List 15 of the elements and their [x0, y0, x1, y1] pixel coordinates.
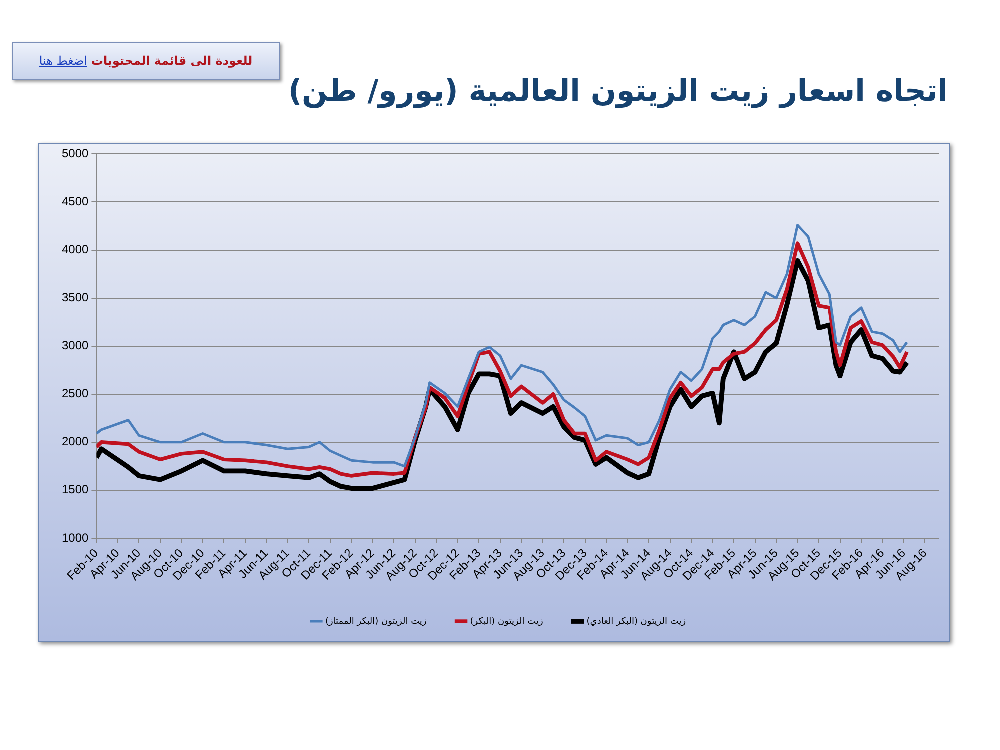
y-tick-label: 3500 [62, 290, 90, 305]
legend-label: زيت الزيتون (البكر) [470, 616, 544, 627]
y-tick-label: 2500 [62, 386, 90, 401]
y-tick-label: 2000 [62, 434, 90, 449]
y-tick-label: 1000 [62, 530, 90, 545]
text: للعودة الى قائمة المحتويات [91, 54, 253, 68]
y-tick-label: 4500 [62, 194, 90, 209]
chart-title: اتجاه اسعار زيت الزيتون العالمية (يورو/ طن) [288, 74, 948, 109]
y-tick-label: 3000 [62, 338, 90, 353]
y-tick-label: 5000 [62, 146, 90, 161]
y-tick-label: 4000 [62, 242, 90, 257]
legend-label: زيت الزيتون (البكر العادي) [586, 616, 686, 627]
text: اضغط هنا [39, 54, 88, 68]
y-tick-label: 1500 [62, 482, 90, 497]
legend-label: زيت الزيتون (البكر الممتاز) [325, 616, 427, 627]
